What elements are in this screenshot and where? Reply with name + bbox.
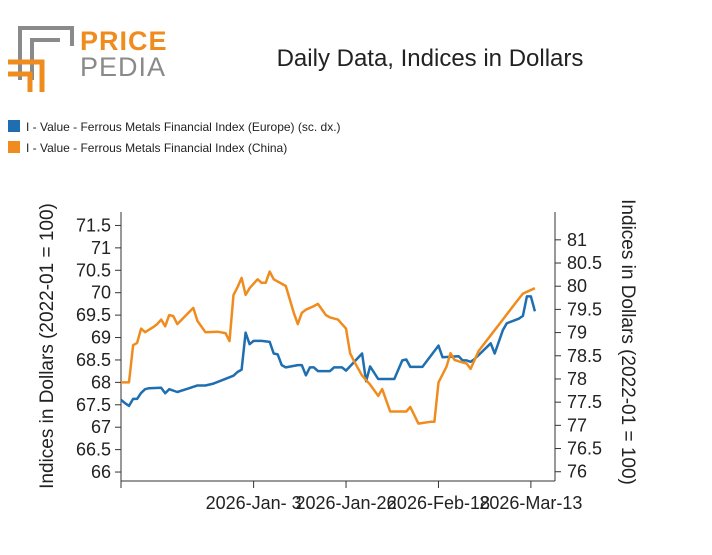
right-axis-ticks: 76 76.5 77 77.5 78 78.5 79 79.5 80 80.5 81 [555,230,602,482]
x-axis-ticks: 2026-Jan- 32026-Jan-262026-Feb-182026-Ma… [120,481,582,513]
left-tick-label: 71 [91,238,111,258]
left-tick-label: 70.5 [76,260,111,280]
left-tick-label: 69.5 [76,305,111,325]
right-tick-label: 76 [567,462,587,482]
logo-mark-orange-inner [8,71,33,92]
right-tick-label: 80 [567,276,587,296]
right-tick-label: 77.5 [567,392,602,412]
left-tick-label: 68.5 [76,350,111,370]
right-tick-label: 77 [567,415,587,435]
x-tick-label: 2026-Feb-18 [387,493,490,513]
series-line-china [121,270,536,425]
right-tick-label: 76.5 [567,439,602,459]
left-tick-label: 69 [91,328,111,348]
pricepedia-logo: PRICE PEDIA [8,26,168,92]
right-tick-label: 80.5 [567,253,602,273]
legend: I - Value - Ferrous Metals Financial Ind… [8,120,341,155]
logo-mark-gray [18,26,74,80]
logo-text-pedia: PEDIA [80,52,166,82]
right-tick-label: 81 [567,230,587,250]
right-tick-label: 79 [567,323,587,343]
left-tick-label: 66 [91,462,111,482]
series-line-europe [120,295,537,408]
logo-text-price: PRICE [80,26,168,56]
left-tick-label: 67 [91,417,111,437]
left-tick-label: 66.5 [76,440,111,460]
left-tick-label: 70 [91,283,111,303]
left-axis-title: Indices in Dollars (2022-01 = 100) [37,203,58,489]
right-tick-label: 79.5 [567,299,602,319]
left-tick-label: 71.5 [76,215,111,235]
right-tick-label: 78.5 [567,346,602,366]
legend-swatch-europe [8,120,20,132]
legend-swatch-china [8,141,20,153]
legend-label-china: I - Value - Ferrous Metals Financial Ind… [26,141,287,155]
series-layer [120,270,537,425]
x-tick-label: 2026-Jan- 3 [206,493,302,513]
logo-mark-orange [8,59,45,92]
x-tick-label: 2026-Jan-26 [295,493,396,513]
left-tick-label: 67.5 [76,395,111,415]
right-axis-title: Indices in Dollars (2022-01 = 100) [617,199,638,485]
chart-title: Daily Data, Indices in Dollars [277,45,584,72]
logo-mark-gray-inner [30,38,60,80]
right-tick-label: 78 [567,369,587,389]
x-tick-label: 2026-Mar-13 [479,493,582,513]
legend-label-europe: I - Value - Ferrous Metals Financial Ind… [26,120,341,134]
left-tick-label: 68 [91,372,111,392]
